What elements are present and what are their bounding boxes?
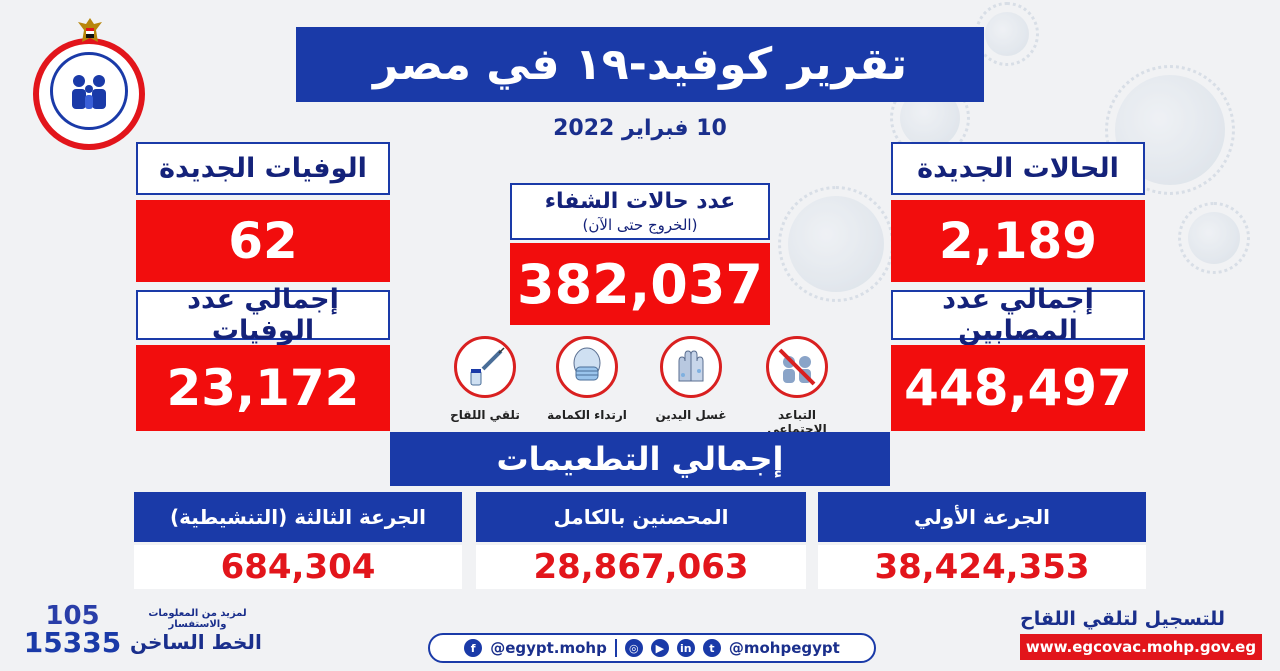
social-handle[interactable]: @mohpegypt xyxy=(728,639,840,657)
hand-washing-label: غسل اليدين xyxy=(655,408,727,422)
facebook-icon[interactable]: f xyxy=(464,639,483,657)
hotline-small-text: لمزيد من المعلومات والاستفسار xyxy=(148,608,247,630)
hotline-number-primary: 105 xyxy=(45,601,100,631)
register-text: للتسجيل لتلقي اللقاح xyxy=(1020,608,1226,630)
new-cases-label: الحالات الجديدة xyxy=(891,142,1145,195)
report-date: 10 فبراير 2022 xyxy=(553,115,727,141)
eagle-emblem-icon xyxy=(76,16,104,46)
booster-dose-value: 684,304 xyxy=(134,545,462,589)
total-cases-value: 448,497 xyxy=(891,345,1145,431)
recovered-subtitle: (الخروج حتى الآن) xyxy=(582,216,698,234)
new-deaths-value: 62 xyxy=(136,200,390,282)
first-dose-value: 38,424,353 xyxy=(818,545,1146,589)
hotline-number-secondary: 15335 xyxy=(23,626,122,659)
virus-decoration xyxy=(778,186,894,302)
youtube-icon[interactable]: ▶ xyxy=(650,639,669,657)
register-url-link[interactable]: www.egcovac.mohp.gov.eg xyxy=(1020,634,1262,660)
vaccinations-header: إجمالي التطعيمات xyxy=(390,432,890,486)
face-mask-icon xyxy=(556,336,618,398)
recovered-label: عدد حالات الشفاء (الخروج حتى الآن) xyxy=(510,183,770,240)
booster-dose-label: الجرعة الثالثة (التنشيطية) xyxy=(134,492,462,542)
face-mask-label: ارتداء الكمامة xyxy=(547,408,627,422)
page-title: تقرير كوفيد-١٩ في مصر xyxy=(296,27,984,102)
fully-vaccinated-label: المحصنين بالكامل xyxy=(476,492,806,542)
facebook-handle[interactable]: @egypt.mohp xyxy=(490,639,607,657)
first-dose-label: الجرعة الأولي xyxy=(818,492,1146,542)
hotline-big-text: الخط الساخن xyxy=(130,630,262,654)
twitter-icon[interactable]: t xyxy=(702,639,721,657)
social-bar: f @egypt.mohp ◎ ▶ in t @mohpegypt xyxy=(428,633,876,663)
new-deaths-label: الوفيات الجديدة xyxy=(136,142,390,195)
total-deaths-label: إجمالي عدد الوفيات xyxy=(136,284,390,346)
vaccine-icon xyxy=(454,336,516,398)
linkedin-icon[interactable]: in xyxy=(676,639,695,657)
instagram-icon[interactable]: ◎ xyxy=(624,639,643,657)
virus-decoration xyxy=(975,2,1039,66)
family-icon xyxy=(50,52,128,130)
hotline-number: 105 15335 xyxy=(20,598,125,662)
recovered-title: عدد حالات الشفاء xyxy=(544,189,736,214)
title-text: تقرير كوفيد-١٩ في مصر xyxy=(372,39,908,90)
hand-washing-icon xyxy=(660,336,722,398)
vaccine-label: تلقي اللقاح xyxy=(450,408,520,422)
fully-vaccinated-value: 28,867,063 xyxy=(476,545,806,589)
recovered-value: 382,037 xyxy=(510,243,770,325)
hotline-info: لمزيد من المعلومات والاستفسار الخط الساخ… xyxy=(130,606,265,656)
total-cases-label: إجمالي عدد المصابين xyxy=(891,284,1145,346)
virus-decoration xyxy=(1178,202,1250,274)
new-cases-value: 2,189 xyxy=(891,200,1145,282)
divider xyxy=(614,639,617,657)
total-deaths-value: 23,172 xyxy=(136,345,390,431)
social-distancing-icon xyxy=(766,336,828,398)
